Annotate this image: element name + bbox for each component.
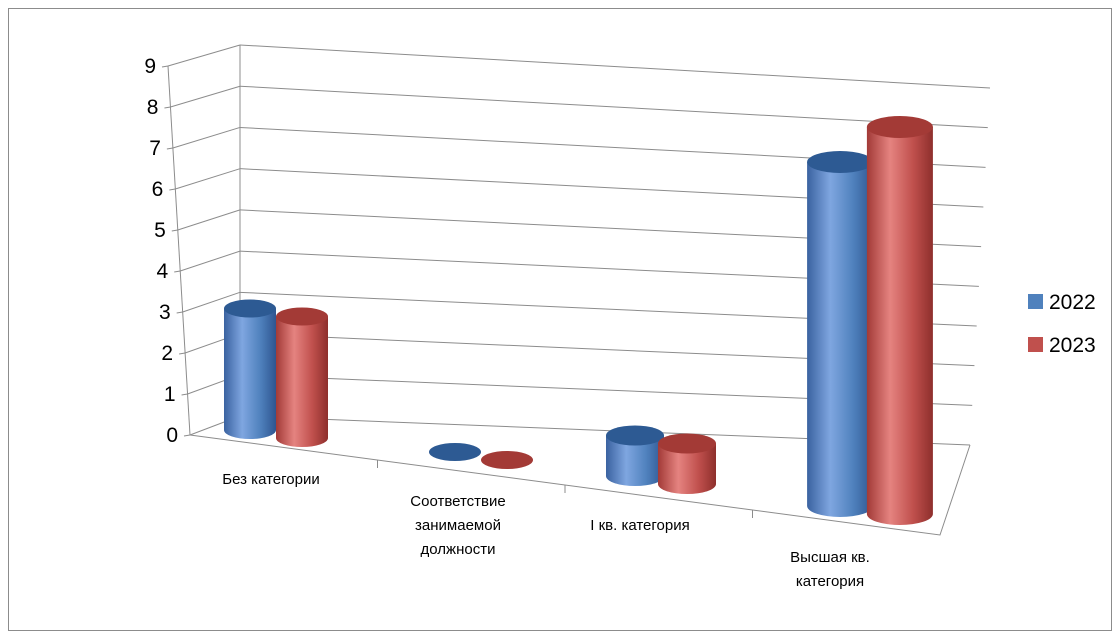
y-tick-label: 2	[161, 342, 173, 365]
side-gridline	[180, 250, 241, 272]
side-gridline	[167, 44, 241, 67]
y-tick-labels: 0 1 2 3 4 5 6 7 8 9	[144, 55, 178, 447]
y-tick-label: 7	[149, 137, 161, 160]
category-label: Высшая кв. категория	[790, 549, 870, 590]
cylinder-top	[658, 433, 716, 454]
y-tick-mark	[183, 434, 191, 437]
y-tick-mark	[179, 352, 186, 355]
legend-swatch-2023	[1028, 337, 1043, 352]
side-gridline	[170, 85, 241, 108]
bar-2023-3	[866, 116, 933, 525]
cylinder-top	[224, 299, 276, 318]
floor-edge	[189, 434, 971, 536]
y-tick-mark	[161, 65, 169, 68]
cylinder-top	[866, 116, 933, 138]
legend-label-2023: 2023	[1049, 334, 1096, 357]
bar-2022-2	[606, 425, 664, 486]
y-tick-label: 4	[157, 260, 169, 283]
y-tick-label: 6	[152, 178, 164, 201]
y-tick-mark	[171, 229, 178, 232]
y-tick-mark	[164, 106, 171, 109]
side-gridline	[172, 126, 241, 149]
cylinder-body	[606, 435, 664, 486]
category-labels: Без категории Соответствие занимаемой должн…	[222, 471, 870, 590]
cylinder-top	[807, 151, 874, 173]
cylinder-body	[866, 127, 933, 525]
y-tick-mark	[169, 188, 176, 191]
side-gridline	[175, 168, 241, 190]
y-tick-mark	[166, 147, 173, 150]
bar-2022-0	[224, 299, 276, 439]
y-tick-label: 5	[154, 219, 166, 242]
side-gridline	[177, 209, 241, 231]
y-tick-mark	[181, 393, 188, 396]
y-tick-mark	[174, 270, 181, 273]
legend-swatch-2022	[1028, 294, 1043, 309]
gridline	[239, 44, 991, 89]
bar-2023-2	[658, 433, 716, 494]
cylinder-top	[606, 425, 664, 446]
y-tick-mark	[176, 311, 183, 314]
y-tick-label: 1	[164, 383, 176, 406]
bar-2023-1	[481, 451, 533, 469]
cylinder-body	[276, 316, 328, 447]
bar-2022-1	[429, 443, 481, 461]
cylinder-top	[429, 443, 481, 461]
bars	[224, 116, 933, 525]
legend-label-2022: 2022	[1049, 291, 1096, 314]
chart-frame: 0 1 2 3 4 5 6 7 8 9 Без категории Соответствие зани…	[8, 8, 1112, 631]
cylinder-top	[481, 451, 533, 469]
y-tick-label: 9	[144, 55, 156, 78]
side-gridline	[182, 291, 241, 313]
category-label: I кв. категория	[590, 517, 689, 534]
category-label: Без категории	[222, 471, 319, 488]
cylinder-top	[276, 307, 328, 326]
y-tick-label: 3	[159, 301, 171, 324]
cylinder-body	[224, 308, 276, 439]
y-tick-label: 8	[147, 96, 159, 119]
bar-2023-0	[276, 307, 328, 447]
cylinder-body	[658, 443, 716, 494]
chart-border	[8, 8, 1112, 631]
y-axis	[161, 65, 753, 518]
category-label: Соответствие занимаемой должности	[410, 493, 505, 558]
bar-2022-3	[807, 151, 874, 517]
gridline	[239, 85, 988, 129]
y-axis-line	[167, 65, 191, 436]
y-tick-label: 0	[166, 424, 178, 447]
legend: 2022 2023	[1028, 291, 1096, 357]
cylinder-body	[807, 162, 874, 517]
